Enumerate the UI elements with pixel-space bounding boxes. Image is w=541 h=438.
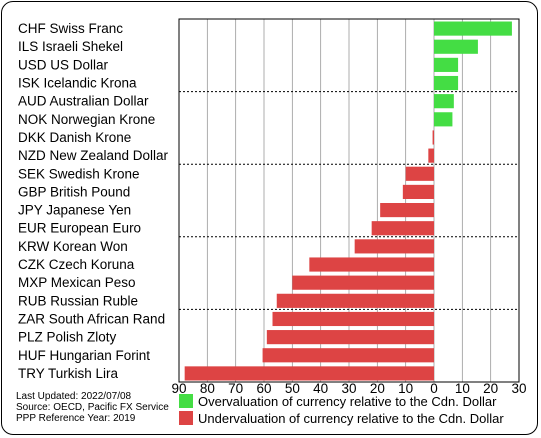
bar-nzd [428,148,434,163]
x-tick-label: 40 [313,381,328,396]
legend-label: Undervaluation of currency relative to t… [198,411,504,426]
category-label: KRW Korean Won [18,239,128,254]
footer-updated: Last Updated: 2022/07/08 [16,391,132,402]
grid-lines [206,19,492,382]
legend-label: Overvaluation of currency relative to th… [198,394,497,409]
bar-isk [434,75,459,91]
bar-chf [434,21,512,36]
legend-swatch [179,411,193,425]
x-tick-label: 20 [370,381,385,396]
category-label: TRY Turkish Lira [18,366,119,381]
x-tick-label: 50 [285,381,300,396]
category-label: MXP Mexican Peso [18,275,136,290]
bar-dkk [432,130,434,145]
plot-area-border [178,18,520,383]
category-label: RUB Russian Ruble [18,293,138,308]
bar-usd [434,57,459,72]
bar-gbp [402,184,434,199]
bar-rub [276,293,434,308]
category-label: DKK Danish Krone [18,130,131,145]
category-label: PLZ Polish Zloty [18,330,117,345]
bar-sek [405,166,434,181]
category-label: GBP British Pound [18,184,130,199]
bar-huf [262,348,434,363]
category-label: CHF Swiss Franc [18,21,123,36]
category-label: CZK Czech Koruna [18,257,135,272]
bar-zar [272,311,434,327]
x-tick-label: 10 [455,381,470,396]
category-label: ISK Icelandic Krona [18,76,137,91]
bar-nok [434,112,453,127]
x-tick-label: 90 [171,381,186,396]
bar-czk [309,257,434,272]
bar-mxp [292,275,434,290]
group-separators [179,91,519,310]
footer-source: Source: OECD, Pacific FX Service [16,402,169,413]
category-label: NZD New Zealand Dollar [18,148,169,163]
legend: Overvaluation of currency relative to th… [179,394,504,426]
x-tick-label: 20 [483,381,498,396]
x-tick-labels: 90 80 70 60 50 40 30 20 10 0 10 20 30 [171,381,526,396]
category-label: NOK Norwegian Krone [18,112,155,127]
bar-try [184,366,434,381]
bar-aud [434,94,454,109]
x-tick-label: 30 [341,381,356,396]
category-label: AUD Australian Dollar [18,94,149,109]
category-label: SEK Swedish Krone [18,166,140,181]
legend-swatch [179,394,193,408]
x-tick-label: 70 [228,381,243,396]
category-label: ILS Israeli Shekel [18,39,123,54]
category-label: ZAR South African Rand [18,311,165,326]
x-tick-label: 0 [430,381,438,396]
x-tick-label: 60 [256,381,271,396]
category-label: HUF Hungarian Forint [18,348,150,363]
bar-eur [371,221,434,236]
bar-krw [354,239,434,254]
category-label: JPY Japanese Yen [18,203,131,218]
x-tick-label: 10 [398,381,413,396]
bar-jpy [380,203,434,218]
bars [184,21,512,381]
category-labels: CHF Swiss Franc ILS Israeli Shekel USD US … [18,21,169,381]
bar-plz [266,330,434,345]
category-label: USD US Dollar [18,57,109,72]
x-tick-label: 80 [200,381,215,396]
x-tick-label: 30 [511,381,526,396]
bar-ils [434,39,478,54]
category-label: EUR European Euro [18,221,141,236]
footer-ppp-year: PPP Reference Year: 2019 [16,413,136,424]
